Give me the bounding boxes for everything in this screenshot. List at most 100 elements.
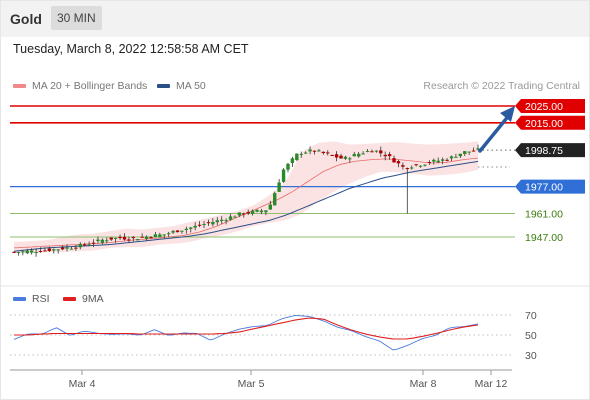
candle-body-8 bbox=[47, 248, 52, 252]
candle-body-16 bbox=[83, 244, 87, 246]
ma50-legend-label: MA 50 bbox=[176, 80, 206, 92]
candle-body-6 bbox=[38, 251, 43, 253]
level-tag-2015.00 bbox=[515, 115, 585, 130]
candle-body-93 bbox=[423, 164, 427, 166]
candle-body-74 bbox=[339, 155, 343, 159]
level-label-1998.75: 1998.75 bbox=[525, 145, 563, 157]
candle-body-52 bbox=[242, 213, 246, 215]
copyright-text: Research © 2022 Trading Central bbox=[423, 80, 580, 92]
candle-body-34 bbox=[162, 234, 166, 236]
candle-body-29 bbox=[140, 236, 144, 238]
candle-body-101 bbox=[458, 153, 463, 157]
candle-body-102 bbox=[463, 151, 467, 155]
candle-body-99 bbox=[449, 156, 454, 159]
candle-body-45 bbox=[211, 221, 215, 225]
candle-body-46 bbox=[215, 220, 219, 223]
asset-name: Gold bbox=[10, 11, 42, 27]
candle-body-7 bbox=[43, 250, 47, 252]
rsi-tick-70: 70 bbox=[525, 310, 537, 322]
candle-body-51 bbox=[237, 212, 242, 216]
candle-body-66 bbox=[303, 152, 308, 154]
candle-body-30 bbox=[144, 236, 149, 239]
candle-body-40 bbox=[189, 227, 193, 229]
candle-body-5 bbox=[34, 252, 38, 254]
candle-body-91 bbox=[414, 164, 418, 166]
candle-body-61 bbox=[281, 169, 286, 182]
candle-body-38 bbox=[180, 230, 184, 232]
candle-body-67 bbox=[308, 149, 312, 152]
candle-body-69 bbox=[317, 150, 321, 152]
level-label-1947.00: 1947.00 bbox=[525, 232, 563, 244]
candle-body-97 bbox=[440, 159, 445, 161]
candle-body-88 bbox=[401, 165, 405, 167]
candle-body-76 bbox=[348, 158, 352, 160]
candle-body-4 bbox=[29, 250, 34, 253]
header-bar: Gold 30 MIN bbox=[0, 0, 590, 37]
time-label-Mar 4: Mar 4 bbox=[69, 378, 96, 390]
bollinger-band-area bbox=[14, 141, 478, 253]
candle-body-103 bbox=[467, 151, 471, 153]
candle-body-71 bbox=[326, 152, 330, 154]
legend-ma20: MA 20 + Bollinger Bands bbox=[13, 80, 147, 92]
candle-body-100 bbox=[454, 156, 458, 158]
candle-body-68 bbox=[312, 150, 317, 152]
candle-body-73 bbox=[334, 154, 339, 158]
candle-body-62 bbox=[286, 163, 290, 170]
candle-body-92 bbox=[418, 165, 423, 167]
chart-datetime: Tuesday, March 8, 2022 12:58:58 AM CET bbox=[13, 42, 249, 56]
rsi-ma-line bbox=[14, 317, 479, 340]
candle-body-77 bbox=[352, 154, 356, 157]
candle-body-1 bbox=[16, 252, 21, 254]
candle-body-56 bbox=[259, 210, 264, 213]
candle-body-41 bbox=[193, 225, 197, 228]
level-label-2015.00: 2015.00 bbox=[525, 118, 563, 130]
forecast-arrow-shaft bbox=[478, 117, 508, 153]
candle-body-79 bbox=[361, 153, 365, 155]
candle-body-54 bbox=[250, 210, 255, 214]
candle-body-9 bbox=[52, 249, 56, 251]
candle-body-18 bbox=[91, 242, 96, 244]
rsi-legend-label: RSI bbox=[32, 293, 50, 305]
candle-body-17 bbox=[87, 244, 91, 246]
candle-body-36 bbox=[171, 231, 175, 233]
level-label-1961.00: 1961.00 bbox=[525, 208, 563, 220]
candle-body-37 bbox=[175, 230, 180, 233]
candle-body-65 bbox=[299, 153, 303, 155]
level-label-2025.00: 2025.00 bbox=[525, 101, 563, 113]
candle-body-94 bbox=[427, 162, 432, 164]
candle-body-70 bbox=[321, 151, 326, 154]
level-label-1977.00: 1977.00 bbox=[525, 182, 563, 194]
ma20-legend-label: MA 20 + Bollinger Bands bbox=[32, 80, 148, 92]
candle-body-104 bbox=[471, 150, 476, 152]
candle-body-53 bbox=[246, 211, 250, 214]
candle-body-58 bbox=[268, 204, 273, 210]
candle-body-90 bbox=[410, 167, 414, 169]
candle-body-35 bbox=[166, 233, 171, 235]
candle-body-33 bbox=[158, 234, 162, 237]
rsi-tick-50: 50 bbox=[525, 330, 537, 342]
candle-body-49 bbox=[228, 216, 233, 220]
level-tag-1998.75 bbox=[515, 143, 585, 158]
candle-body-55 bbox=[255, 209, 259, 212]
candle-body-27 bbox=[131, 237, 136, 239]
candle-body-0 bbox=[12, 251, 16, 253]
candle-body-98 bbox=[445, 159, 449, 161]
candle-body-89 bbox=[405, 168, 409, 170]
candle-body-21 bbox=[105, 240, 109, 242]
ma50-legend-swatch bbox=[157, 84, 170, 89]
candle-body-105 bbox=[476, 148, 480, 150]
candle-body-95 bbox=[432, 159, 436, 162]
candle-body-83 bbox=[379, 150, 383, 154]
candle-body-84 bbox=[383, 154, 387, 157]
ma20-legend-swatch bbox=[13, 84, 26, 89]
candle-body-22 bbox=[109, 237, 113, 240]
candle-body-48 bbox=[224, 220, 228, 222]
candle-body-57 bbox=[264, 210, 268, 213]
candle-body-39 bbox=[184, 228, 189, 231]
candle-body-14 bbox=[74, 247, 78, 249]
timeframe-button[interactable]: 30 MIN bbox=[51, 6, 102, 30]
candle-body-2 bbox=[21, 251, 25, 253]
legend-ma50: MA 50 bbox=[157, 80, 206, 92]
